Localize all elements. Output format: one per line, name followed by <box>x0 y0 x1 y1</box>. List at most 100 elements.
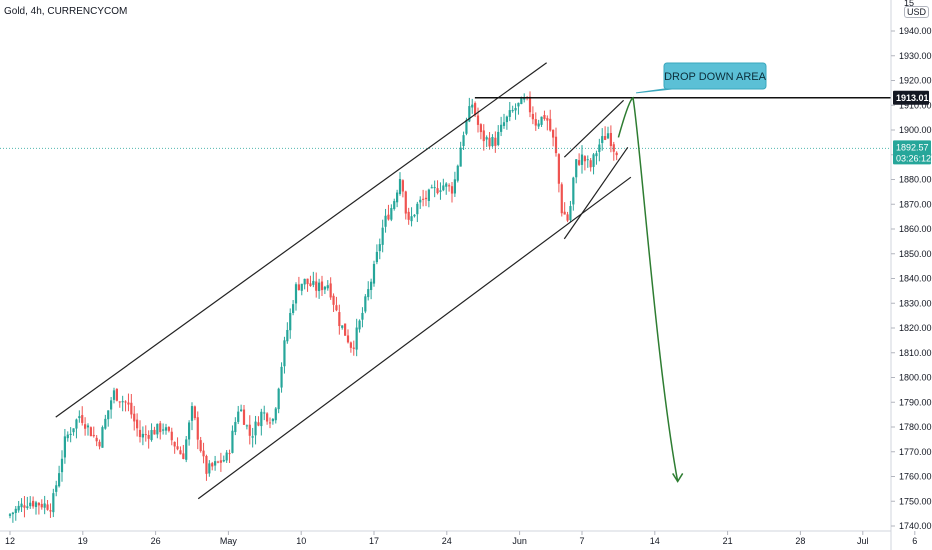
candle-body <box>448 185 451 187</box>
candle-body <box>17 505 20 511</box>
candle-body <box>511 110 514 112</box>
y-tick-label: 1850.00 <box>899 249 932 259</box>
candle-body <box>592 154 595 167</box>
lower-channel-line <box>197 176 632 500</box>
currency-badge[interactable]: USD <box>904 6 930 18</box>
candle-body <box>549 118 552 131</box>
candle-body <box>133 413 136 422</box>
candle-body <box>557 154 560 184</box>
candle-body <box>586 159 589 161</box>
candle-body <box>312 281 315 285</box>
candle-body <box>58 473 61 487</box>
candle-body <box>153 429 156 435</box>
projection-arrow-path <box>617 96 679 482</box>
x-tick-label: 26 <box>151 536 161 546</box>
candle-body <box>72 428 75 433</box>
candle-body <box>268 422 272 424</box>
candle-body <box>75 419 78 429</box>
candle-body <box>294 284 298 304</box>
candle-body <box>8 514 12 516</box>
candle-body <box>500 124 503 132</box>
candle-body <box>274 408 277 421</box>
candle-body <box>266 413 269 422</box>
candle-body <box>63 436 66 458</box>
candle-body <box>127 402 130 405</box>
candle-body <box>179 450 182 455</box>
candle-body <box>407 211 410 220</box>
candle-body <box>173 441 176 447</box>
current-price-label: 1892.57 <box>896 142 929 152</box>
candle-body <box>566 214 569 221</box>
candle-body <box>205 455 208 474</box>
y-tick-label: 1800.00 <box>899 373 932 383</box>
candle-body <box>202 450 205 457</box>
candle-body <box>413 214 416 217</box>
y-tick-label: 1790.00 <box>899 397 932 407</box>
candle-body <box>534 119 537 126</box>
candle-body <box>589 160 592 168</box>
candle-body <box>228 453 231 455</box>
candle-body <box>231 430 234 453</box>
candle-body <box>335 305 338 311</box>
candle-body <box>552 129 555 138</box>
candle-body <box>416 203 419 215</box>
candle-body <box>540 116 543 125</box>
candle-body <box>219 460 222 463</box>
candle-body <box>234 421 237 433</box>
candle-body <box>341 325 344 328</box>
y-tick-label: 1830.00 <box>899 298 932 308</box>
candle-body <box>300 283 303 291</box>
candle-body <box>240 409 243 411</box>
candle-body <box>49 510 52 512</box>
candle-body <box>124 401 127 403</box>
candle-body <box>381 227 384 245</box>
candle-body <box>601 136 604 144</box>
y-tick-label: 1820.00 <box>899 323 932 333</box>
candle-body <box>430 187 433 189</box>
candle-body <box>144 434 147 436</box>
candle-body <box>344 323 347 336</box>
candle-body <box>514 108 517 111</box>
callout-text: DROP DOWN AREA <box>664 71 767 83</box>
candle-body <box>289 312 292 331</box>
candle-body <box>32 500 35 507</box>
candle-body <box>164 427 168 431</box>
y-tick-label: 1880.00 <box>899 175 932 185</box>
candle-body <box>349 342 352 348</box>
chart-title: Gold, 4h, CURRENCYCOM <box>4 6 128 17</box>
candle-body <box>86 425 90 428</box>
candle-body <box>422 198 425 200</box>
candle-body <box>546 118 549 121</box>
x-tick-label: 10 <box>296 536 306 546</box>
candle-body <box>20 503 23 508</box>
candle-body <box>456 165 459 181</box>
projection-arrow-head <box>672 473 684 483</box>
y-tick-label: 1910.00 <box>899 100 932 110</box>
candle-body <box>193 406 196 419</box>
candle-body <box>211 463 214 467</box>
candle-body <box>121 401 124 403</box>
candle-body <box>292 304 295 314</box>
candle-body <box>396 192 399 203</box>
candle-body <box>442 185 445 191</box>
candle-body <box>89 427 92 437</box>
candle-body <box>69 433 72 435</box>
candle-body <box>60 458 64 473</box>
y-tick-label: 1920.00 <box>899 76 932 86</box>
candle-body <box>40 503 43 508</box>
candle-body <box>55 485 58 492</box>
candle-body <box>482 130 485 142</box>
candle-body <box>81 415 84 423</box>
candle-body <box>156 423 159 435</box>
candle-body <box>84 424 87 429</box>
candle-body <box>46 504 49 510</box>
candle-body <box>214 461 217 466</box>
candle-body <box>398 178 402 194</box>
candle-body <box>248 424 251 436</box>
candle-body <box>222 459 225 462</box>
candle-body <box>502 122 506 126</box>
candle-body <box>572 177 575 205</box>
candle-body <box>615 152 618 156</box>
